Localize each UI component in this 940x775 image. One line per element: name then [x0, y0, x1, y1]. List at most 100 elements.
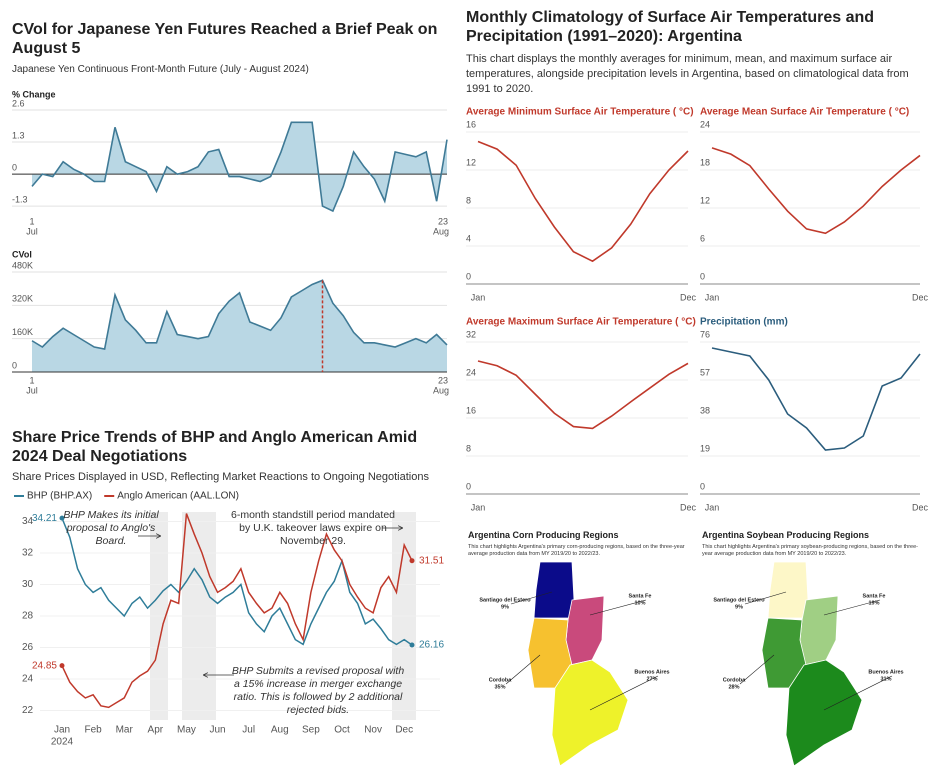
y-tick-label: 26 [22, 642, 34, 653]
leader [589, 675, 659, 711]
y-tick-label: 4 [466, 233, 471, 243]
line [711, 347, 921, 451]
x-year-label: 2024 [51, 737, 74, 748]
annotation: BHP Submits a revised proposal with a 15… [231, 665, 405, 716]
panel-title: Average Maximum Surface Air Temperature … [466, 317, 696, 328]
y-tick-label: 76 [700, 329, 710, 339]
x-tick-label: 1 [29, 216, 34, 226]
y-tick-label: 18 [700, 157, 710, 167]
y-tick-label: 16 [466, 119, 476, 129]
y-tick-label: 320K [12, 294, 33, 304]
x-tick-label: Mar [116, 725, 134, 736]
x-tick-label: 23 [438, 375, 448, 385]
title: Monthly Climatology of Surface Air Tempe… [466, 9, 875, 45]
x-tick-label: Dec [395, 725, 413, 736]
line [31, 279, 448, 351]
y-tick-label: 0 [700, 481, 705, 491]
x-tick-label: Apr [148, 725, 164, 736]
annotation: BHP Makes its initial proposal to Anglo'… [63, 509, 159, 547]
data-label: 31.51 [419, 555, 444, 566]
region [565, 595, 605, 666]
x-tick-label: 23 [438, 216, 448, 226]
y-tick-label: 19 [700, 443, 710, 453]
line [31, 121, 448, 213]
panel-title: Average Mean Surface Air Temperature ( °… [700, 107, 909, 118]
y-tick-label: 12 [700, 195, 710, 205]
y-tick-label: 30 [22, 579, 34, 590]
end-point [59, 663, 65, 669]
region-value: 9% [735, 604, 743, 610]
region-value: 28% [728, 684, 739, 690]
x-tick-label: Dec [912, 292, 929, 302]
leader [823, 675, 893, 711]
region-value: 10% [634, 600, 645, 606]
x-tick-label: Oct [334, 725, 350, 736]
region-value: 19% [868, 600, 879, 606]
map-title: Argentina Soybean Producing Regions [702, 530, 870, 540]
x-tick-label: Jan [705, 502, 720, 512]
data-label: 34.21 [32, 513, 57, 524]
x-tick-label: May [177, 725, 196, 736]
x-tick-label: Feb [84, 725, 102, 736]
map-title: Argentina Corn Producing Regions [468, 530, 619, 540]
x-tick-label: Jan [471, 502, 486, 512]
x-tick-label: Jan [471, 292, 486, 302]
y-tick-label: 480K [12, 260, 33, 270]
panel-title: Precipitation (mm) [700, 317, 788, 328]
y-tick-label: 1.3 [12, 130, 25, 140]
y-tick-label: 2.6 [12, 98, 25, 108]
panel-label: CVol [12, 249, 32, 259]
y-tick-label: 32 [466, 329, 476, 339]
x-tick-label: Nov [364, 725, 382, 736]
y-tick-label: 57 [700, 367, 710, 377]
x-tick-label: Sep [302, 725, 320, 736]
x-month-label: Aug [433, 226, 449, 236]
legend-label: BHP (BHP.AX) [27, 491, 92, 502]
region [533, 561, 575, 619]
region [767, 561, 809, 619]
leader [510, 591, 553, 605]
x-tick-label: Aug [271, 725, 289, 736]
line [477, 140, 689, 263]
region-name: Cordoba [723, 677, 747, 683]
leader [505, 654, 541, 685]
y-tick-label: 0 [12, 360, 17, 370]
region-value: 9% [501, 604, 509, 610]
y-tick-label: -1.3 [12, 195, 28, 205]
x-tick-label: Dec [912, 502, 929, 512]
x-tick-label: 1 [29, 375, 34, 385]
map-subtitle: This chart highlights Argentina's primar… [702, 544, 918, 557]
leader [739, 654, 775, 685]
region [785, 659, 863, 767]
y-tick-label: 28 [22, 611, 34, 622]
title: CVol for Japanese Yen Futures Reached a … [12, 21, 438, 57]
leader [589, 599, 647, 616]
y-tick-label: 22 [22, 705, 34, 716]
map-subtitle: This chart highlights Argentina's primar… [468, 544, 685, 557]
subtitle: Japanese Yen Continuous Front-Month Futu… [12, 64, 309, 75]
y-tick-label: 8 [466, 443, 471, 453]
x-month-label: Aug [433, 385, 449, 395]
legend-label: Anglo American (AAL.LON) [117, 491, 239, 502]
line [61, 517, 413, 646]
region [551, 659, 629, 767]
region-value: 27% [646, 676, 657, 682]
y-tick-label: 24 [700, 119, 710, 129]
region-value: 35% [494, 684, 505, 690]
y-tick-label: 0 [466, 271, 471, 281]
data-label: 26.16 [419, 640, 444, 651]
y-tick-label: 24 [22, 674, 34, 685]
y-tick-label: 0 [12, 162, 17, 172]
x-tick-label: Jun [209, 725, 225, 736]
area [32, 280, 447, 372]
y-tick-label: 0 [700, 271, 705, 281]
title: Share Price Trends of BHP and Anglo Amer… [12, 429, 418, 465]
y-tick-label: 16 [466, 405, 476, 415]
y-tick-label: 12 [466, 157, 476, 167]
x-tick-label: Jan [54, 725, 70, 736]
region-name: Cordoba [489, 677, 513, 683]
y-tick-label: 8 [466, 195, 471, 205]
x-tick-label: Jul [242, 725, 255, 736]
